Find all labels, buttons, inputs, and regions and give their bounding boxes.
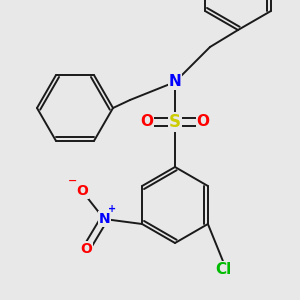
Text: O: O — [76, 184, 88, 198]
Text: Cl: Cl — [215, 262, 231, 277]
Text: O: O — [196, 115, 209, 130]
Text: N: N — [98, 212, 110, 226]
Text: N: N — [169, 74, 182, 89]
Text: O: O — [140, 115, 154, 130]
Text: −: − — [68, 176, 77, 186]
Text: +: + — [108, 204, 116, 214]
Text: O: O — [80, 242, 92, 256]
Text: S: S — [169, 113, 181, 131]
